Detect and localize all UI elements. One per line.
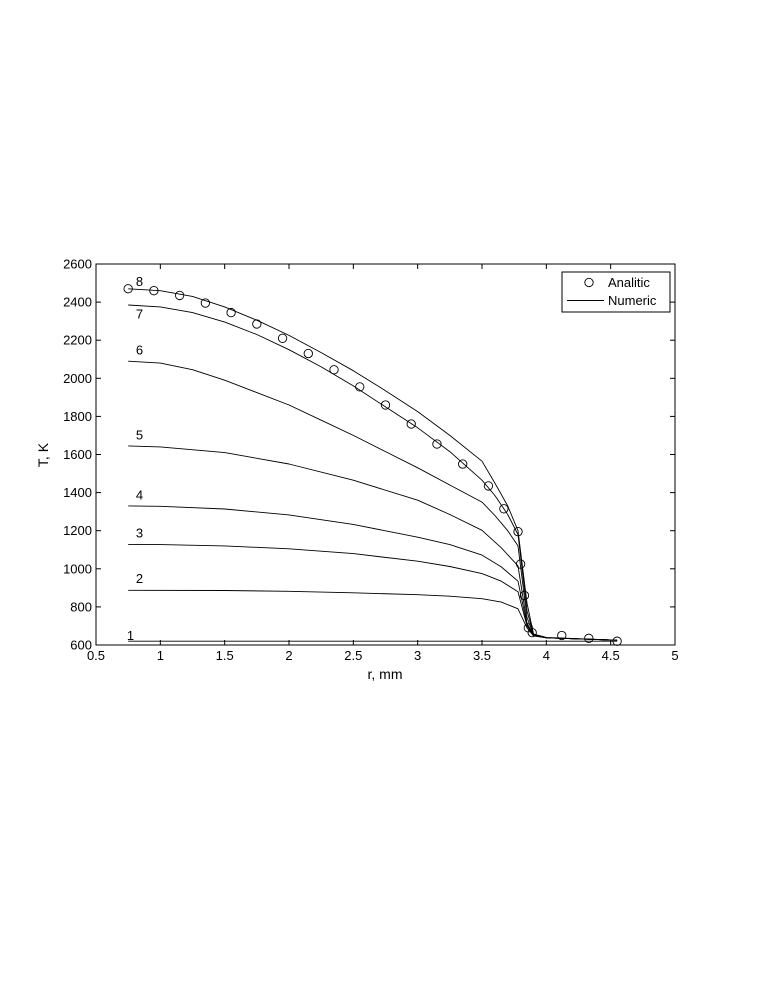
x-axis-label: r, mm — [368, 666, 403, 682]
y-tick-label-8: 2200 — [63, 333, 92, 348]
curve-label-6: 6 — [136, 342, 143, 357]
legend-box — [561, 271, 671, 313]
analitic-point-11 — [406, 419, 416, 429]
series-line-3 — [128, 544, 618, 641]
analitic-point-0 — [123, 284, 133, 294]
analitic-point-8 — [329, 365, 339, 375]
plot-frame — [95, 263, 676, 646]
series-line-8 — [128, 288, 618, 641]
plot-area: 0.5 1 1.5 2 2.5 3 3.5 4 4.5 560080010001200140016… — [63, 257, 679, 664]
y-tick-label-2: 1000 — [63, 561, 92, 576]
analitic-point-9 — [355, 382, 365, 392]
x-tick-label-4: 2.5 — [344, 648, 362, 663]
x-tick-label-5: 3 — [414, 648, 421, 663]
analitic-point-4 — [226, 307, 236, 318]
analitic-point-2 — [174, 290, 185, 301]
y-axis-label: T, K — [35, 442, 51, 467]
curve-label-3: 3 — [136, 525, 143, 540]
analitic-point-15 — [499, 504, 509, 514]
series-line-6 — [128, 360, 618, 641]
y-tick-label-1: 800 — [70, 599, 92, 614]
x-tick-label-6: 3.5 — [473, 648, 491, 663]
y-tick-label-7: 2000 — [63, 371, 92, 386]
analitic-point-5 — [252, 319, 262, 329]
y-tick-label-3: 1200 — [63, 523, 92, 538]
series-line-7 — [128, 304, 618, 641]
y-tick-label-6: 1800 — [63, 409, 92, 424]
analitic-point-21 — [557, 630, 567, 641]
analitic-point-13 — [458, 459, 468, 469]
y-tick-label-4: 1400 — [63, 485, 92, 500]
y-tick-label-0: 600 — [70, 638, 92, 653]
curve-label-8: 8 — [136, 274, 143, 289]
x-tick-label-2: 1.5 — [216, 648, 234, 663]
legend-analitic-label: Analitic — [608, 275, 650, 290]
analitic-point-18 — [519, 590, 530, 601]
curve-label-5: 5 — [136, 427, 143, 442]
analitic-point-10 — [380, 400, 391, 410]
y-tick-label-9: 2400 — [63, 295, 92, 310]
x-tick-label-7: 4 — [543, 648, 550, 663]
analitic-point-17 — [515, 559, 526, 569]
analitic-point-7 — [303, 348, 313, 359]
legend: Analitic Numeric — [561, 271, 671, 313]
x-tick-label-8: 4.5 — [602, 648, 620, 663]
analitic-point-12 — [432, 439, 442, 449]
y-tick-label-10: 2600 — [63, 257, 92, 272]
x-tick-label-0: 0.5 — [87, 648, 105, 663]
analitic-point-1 — [149, 286, 159, 296]
analitic-point-16 — [513, 527, 523, 537]
series-line-2 — [128, 589, 618, 641]
analitic-point-22 — [584, 633, 594, 643]
legend-analitic-marker — [584, 277, 594, 288]
x-tick-label-1: 1 — [157, 648, 164, 663]
curve-label-1: 1 — [127, 628, 134, 643]
x-tick-label-9: 5 — [671, 648, 678, 663]
curve-label-2: 2 — [136, 571, 143, 586]
y-tick-label-5: 1600 — [63, 447, 92, 462]
curve-label-7: 7 — [136, 306, 143, 321]
series-line-4 — [128, 505, 618, 641]
analitic-point-3 — [200, 298, 211, 308]
analitic-point-14 — [483, 481, 494, 491]
x-tick-label-3: 2 — [285, 648, 292, 663]
curve-label-4: 4 — [136, 487, 143, 502]
series-line-5 — [128, 445, 618, 641]
analitic-point-20 — [527, 627, 537, 638]
analitic-point-6 — [277, 333, 288, 343]
legend-numeric-label: Numeric — [608, 293, 657, 308]
analitic-point-23 — [612, 636, 622, 646]
